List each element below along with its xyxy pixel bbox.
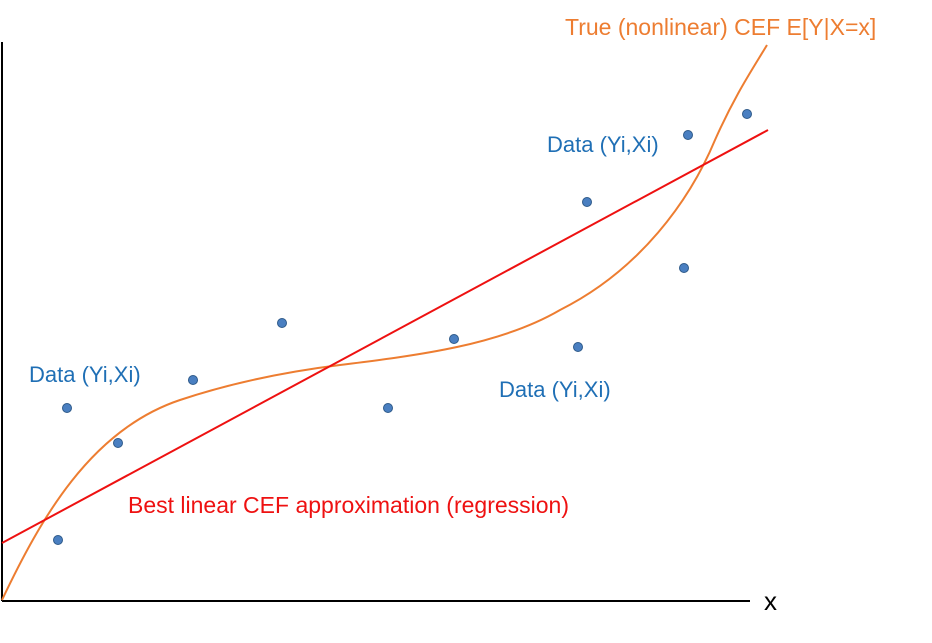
data-point — [53, 535, 63, 545]
data-points — [53, 109, 752, 545]
data-label-middle: Data (Yi,Xi) — [499, 377, 611, 402]
data-point — [582, 197, 592, 207]
data-point — [188, 375, 198, 385]
data-point — [113, 438, 123, 448]
x-axis-label: x — [764, 586, 777, 616]
data-point — [62, 403, 72, 413]
data-point — [277, 318, 287, 328]
cef-curve — [1, 44, 768, 601]
data-point — [383, 403, 393, 413]
data-label-left: Data (Yi,Xi) — [29, 362, 141, 387]
data-point — [449, 334, 459, 344]
data-point — [683, 130, 693, 140]
regression-line — [1, 129, 769, 544]
cef-curve-label: True (nonlinear) CEF E[Y|X=x] — [565, 14, 877, 40]
data-point — [679, 263, 689, 273]
data-point — [742, 109, 752, 119]
data-point — [573, 342, 583, 352]
regression-label: Best linear CEF approximation (regressio… — [128, 492, 570, 518]
data-label-top: Data (Yi,Xi) — [547, 132, 659, 157]
